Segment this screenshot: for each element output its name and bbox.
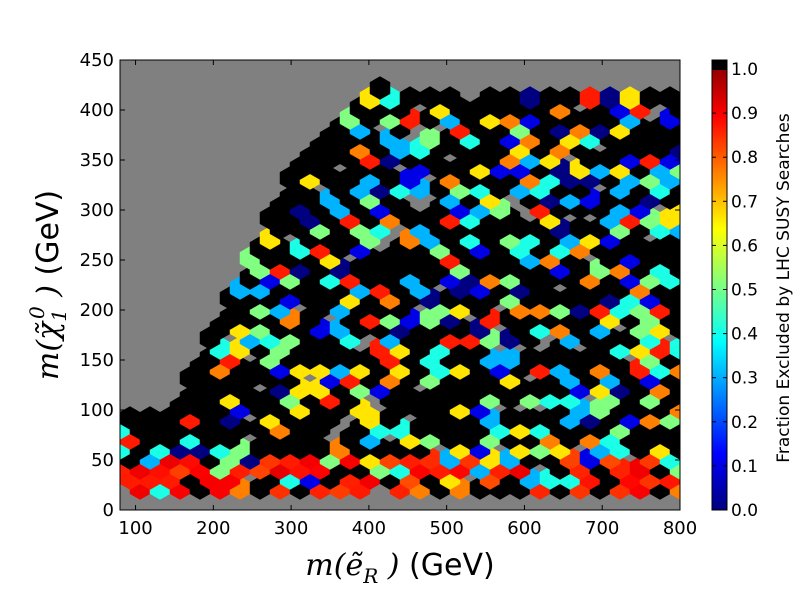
hexbin-cell: [679, 432, 680, 445]
colorbar-tick-label: 0.9: [731, 104, 758, 124]
hexbin-cell: [679, 352, 680, 365]
x-tick-label: 600: [507, 518, 541, 539]
x-tick-label: 100: [118, 518, 152, 539]
hexbin-cell: [690, 337, 710, 360]
colorbar-tick-label: 0.8: [731, 148, 758, 168]
y-tick-label: 350: [80, 150, 114, 171]
y-tick-label: 400: [80, 100, 114, 121]
hexbin-cell: [690, 477, 710, 500]
x-axis-title: m(ẽR ) (GeV): [305, 548, 494, 588]
hexbin-cell: [690, 217, 710, 240]
hexbin-cell: [679, 412, 680, 425]
hexbin-cell: [690, 297, 710, 320]
hexbin-cell: [679, 452, 680, 465]
hexbin-cell: [120, 432, 121, 445]
hexbin-cell: [679, 132, 680, 145]
y-tick-label: 50: [91, 450, 114, 471]
hexbin-cell: [690, 177, 710, 200]
x-axis-ticks: 100 200 300 400 500 600 700 800: [118, 60, 697, 539]
colorbar-over-cap: [712, 60, 727, 70]
hexbin-cell: [679, 212, 680, 225]
x-tick-label: 400: [352, 518, 386, 539]
x-tick-label: 800: [663, 518, 697, 539]
y-axis-ticks: 0 50 100 150 200 250 300 350 400 450: [80, 50, 680, 521]
hexbin-cell: [369, 76, 391, 100]
hexbin-cell: [690, 317, 710, 340]
hexbin-cell: [690, 417, 710, 440]
x-tick-label: 200: [196, 518, 230, 539]
hexbin-cell: [679, 292, 680, 305]
hexbin-cell: [679, 112, 680, 125]
colorbar-tick-label: 0.7: [731, 192, 758, 212]
hexbin-cell: [439, 86, 461, 110]
colorbar: [711, 59, 728, 511]
hexbin-cell: [679, 392, 680, 405]
colorbar-tick-label: 0.3: [731, 369, 758, 389]
plot-frame: [119, 59, 681, 511]
hexbin-cell: [690, 457, 710, 480]
hexbin-cell: [659, 86, 680, 110]
hexbin-cell: [690, 377, 710, 400]
hexbin-cell: [90, 477, 110, 500]
y-tick-label: 200: [80, 300, 114, 321]
hexbin-cell: [690, 437, 710, 460]
colorbar-tick-label: 0.4: [731, 325, 758, 345]
hexbin-cell: [679, 312, 680, 325]
hexbin-cell: [669, 336, 680, 360]
x-tick-label: 700: [585, 518, 619, 539]
hexbin-cell: [690, 197, 710, 220]
hexbin-cell: [679, 252, 680, 265]
hexbin-cell: [679, 92, 680, 105]
colorbar-tick-label: 0.2: [731, 413, 758, 433]
hexbin-cell: [679, 232, 680, 245]
y-tick-label: 250: [80, 250, 114, 271]
x-tick-label: 500: [429, 518, 463, 539]
y-tick-label: 100: [80, 400, 114, 421]
hexbin-cell: [679, 272, 680, 285]
hexbin-cell: [690, 397, 710, 420]
hexbin-cell: [690, 257, 710, 280]
hexbin-cell: [690, 137, 710, 160]
y-tick-label: 300: [80, 200, 114, 221]
colorbar-tick-label: 0.6: [731, 236, 758, 256]
colorbar-tick-label: 1.0: [731, 60, 758, 80]
hexbin-cell: [690, 157, 710, 180]
hexbin-cell: [679, 372, 680, 385]
y-tick-label: 450: [80, 50, 114, 71]
hexbin-cell: [690, 357, 710, 380]
colorbar-ticks: 0.0 0.1 0.2 0.3 0.4 0.5 0.6 0.7 0.8 0.9 1.0: [712, 60, 758, 521]
colorbar-title: Fraction Excluded by LHC SUSY Searches: [774, 113, 794, 463]
hexbin-cell: [690, 277, 710, 300]
hexbin-cell: [679, 172, 680, 185]
colorbar-tick-label: 0.5: [731, 281, 758, 301]
y-axis-title: m(χ̃10 ) (GeV): [25, 190, 71, 380]
hexbin-cell: [679, 152, 680, 165]
y-tick-label: 0: [103, 500, 114, 521]
x-tick-label: 300: [274, 518, 308, 539]
y-tick-label: 150: [80, 350, 114, 371]
colorbar-tick-label: 0.0: [731, 501, 758, 521]
hexbin-layer: [90, 76, 710, 500]
hexbin-cell: [690, 97, 710, 120]
colorbar-tick-label: 0.1: [731, 457, 758, 477]
hexbin-cell: [679, 192, 680, 205]
hexbin-cell: [690, 117, 710, 140]
